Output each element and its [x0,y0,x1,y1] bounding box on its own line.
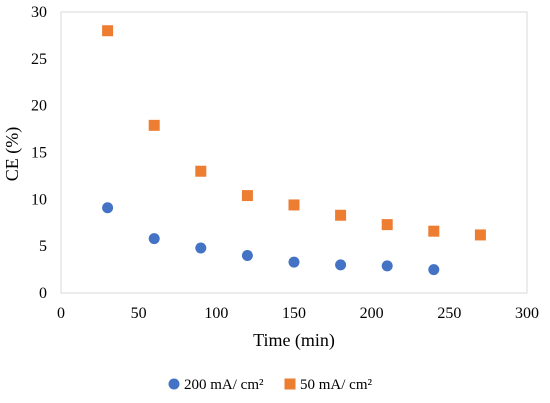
x-tick-label: 100 [204,305,228,322]
legend-marker-circle [168,378,180,390]
y-axis-title: CE (%) [2,127,23,181]
data-point-square [335,209,347,221]
data-point-square [241,190,253,202]
data-point-circle [428,264,440,276]
plot-area [60,11,528,294]
legend-label: 50 mA/ cm² [300,377,372,393]
y-tick-label: 30 [31,4,47,21]
y-tick-label: 10 [31,191,47,208]
data-points [102,25,486,276]
y-axis-ticks: 0 5 10 15 20 25 30 [31,4,47,302]
data-point-square [381,219,393,231]
data-point-square [148,119,160,131]
data-point-circle [148,233,160,245]
data-point-circle [288,256,300,268]
series-1 [102,202,440,276]
y-tick-label: 0 [39,285,47,302]
data-point-square [474,229,486,241]
data-point-square [102,25,114,37]
x-tick-label: 50 [131,305,147,322]
legend-label: 200 mA/ cm² [184,377,264,393]
x-axis-ticks: 0 50 100 150 200 250 300 [57,305,539,322]
data-point-square [195,165,207,177]
x-axis-title: Time (min) [253,330,335,351]
data-point-circle [241,250,253,262]
y-tick-label: 20 [31,98,47,115]
y-tick-label: 15 [31,145,47,162]
y-tick-label: 5 [39,238,47,255]
x-tick-label: 0 [57,305,65,322]
data-point-square [428,225,440,237]
legend-marker-square [284,378,296,390]
data-point-circle [102,202,114,214]
plot-border [60,11,528,294]
data-point-square [288,199,300,211]
legend: 200 mA/ cm² 50 mA/ cm² [168,377,372,393]
x-tick-label: 250 [437,305,461,322]
x-tick-label: 200 [360,305,384,322]
x-tick-label: 150 [282,305,306,322]
y-tick-label: 25 [31,51,47,68]
data-point-circle [195,242,207,254]
data-point-circle [381,260,393,272]
data-point-circle [335,259,347,271]
x-tick-label: 300 [515,305,539,322]
series-2 [102,25,486,241]
